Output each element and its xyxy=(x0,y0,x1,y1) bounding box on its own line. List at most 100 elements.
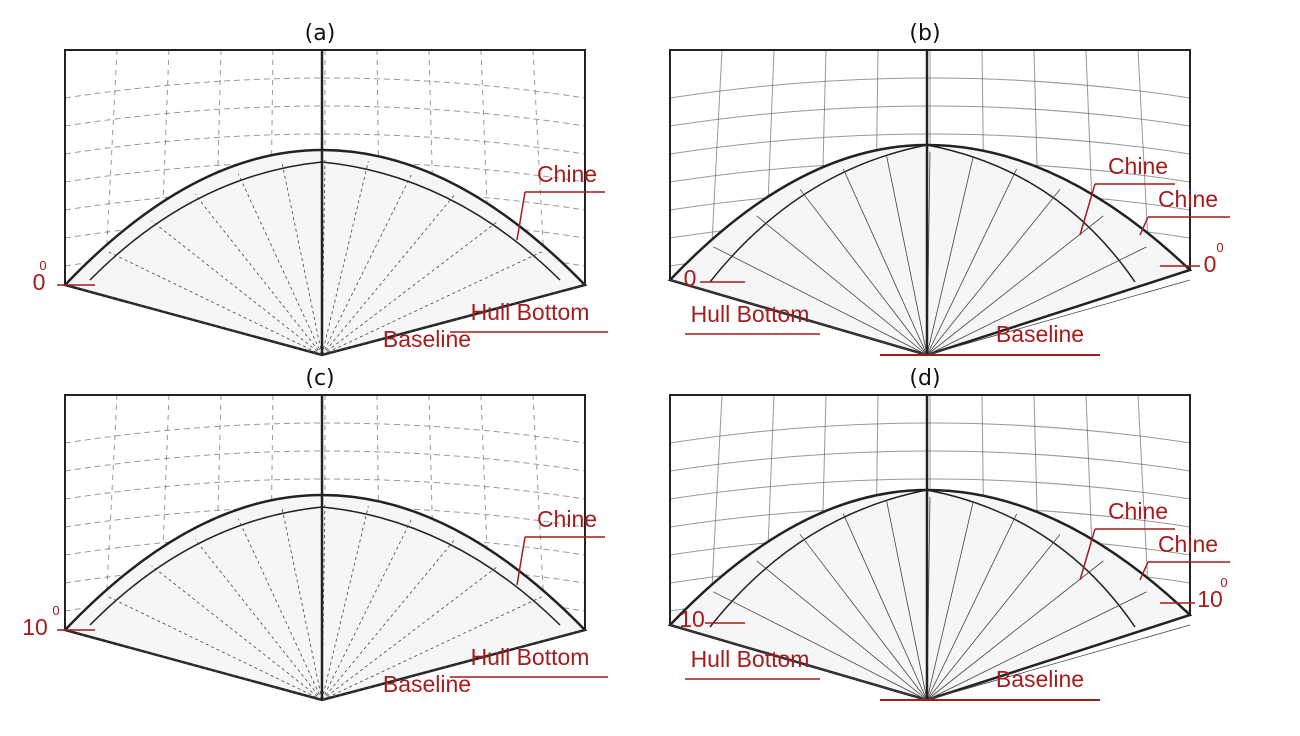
annotation-label: 10 xyxy=(22,614,48,640)
annotation-label: Chine xyxy=(537,161,597,187)
radial-line xyxy=(321,194,456,356)
grid-vertical xyxy=(480,394,490,596)
radial-line xyxy=(321,220,499,356)
radial-line xyxy=(756,215,928,356)
grid-vertical xyxy=(480,49,490,251)
radial-line xyxy=(926,189,1061,356)
grid-vertical xyxy=(1137,394,1149,596)
annotation-label: Chine xyxy=(1158,531,1218,557)
leader-line xyxy=(1139,216,1149,236)
radial-line xyxy=(321,251,542,356)
grid-vertical xyxy=(269,49,274,251)
frame xyxy=(669,49,1191,280)
panel-caption: (a) xyxy=(305,21,336,46)
radial-line xyxy=(64,284,323,356)
frame xyxy=(64,394,586,630)
leader-line xyxy=(1079,528,1096,581)
annotation-label: Hull Bottom xyxy=(691,301,810,327)
radial-line xyxy=(886,156,928,356)
radial-line xyxy=(321,596,542,701)
grid-vertical xyxy=(106,49,118,251)
annotation-label: 0 xyxy=(1216,240,1223,255)
radial-line xyxy=(886,501,928,701)
grid-vertical xyxy=(215,49,222,251)
radial-line xyxy=(321,173,413,356)
radial-line xyxy=(321,539,456,701)
annotation-label: 0 xyxy=(1220,575,1227,590)
radial-line xyxy=(926,624,1191,701)
annotation-label: 0 xyxy=(684,265,697,291)
radial-line xyxy=(151,220,323,356)
grid-vertical xyxy=(160,394,170,596)
panel-caption: (c) xyxy=(305,366,334,391)
grid-vertical xyxy=(532,49,544,251)
grid-vertical xyxy=(532,394,544,596)
annotation-label: Chine xyxy=(1108,498,1168,524)
grid-curve xyxy=(64,450,586,472)
grid-curve xyxy=(64,77,586,99)
radial-line xyxy=(151,565,323,701)
annotation-label: Hull Bottom xyxy=(471,644,590,670)
radial-line xyxy=(194,194,323,356)
radial-line xyxy=(756,560,928,701)
annotation-label: 10 xyxy=(679,606,705,632)
radial-line xyxy=(713,246,928,356)
annotation-label: Chine xyxy=(1158,186,1218,212)
frame xyxy=(64,49,586,285)
annotation-label: 0 xyxy=(39,258,46,273)
grid-vertical xyxy=(1137,49,1149,251)
annotation-label: 10 xyxy=(1197,586,1223,612)
radial-line xyxy=(926,279,1191,356)
radial-line xyxy=(669,279,928,356)
leader-line xyxy=(516,536,526,586)
panel-caption: (b) xyxy=(909,21,940,46)
annotation-label: Hull Bottom xyxy=(471,299,590,325)
annotation-label: Baseline xyxy=(383,671,471,697)
grid-curve xyxy=(64,105,586,127)
panel-caption: (d) xyxy=(909,366,940,391)
grid-vertical xyxy=(215,394,222,596)
leader-line xyxy=(1139,561,1149,581)
grid-vertical xyxy=(106,394,118,596)
radial-line xyxy=(926,560,1104,701)
grid-vertical xyxy=(376,49,381,251)
radial-line xyxy=(842,168,928,356)
radial-line xyxy=(926,591,1147,701)
grid-vertical xyxy=(376,394,381,596)
radial-line xyxy=(926,534,1061,701)
annotation-label: 0 xyxy=(1204,251,1217,277)
grid-vertical xyxy=(711,394,723,596)
radial-line xyxy=(713,591,928,701)
leader-line xyxy=(516,191,526,241)
annotation-label: Baseline xyxy=(996,321,1084,347)
annotation-label: Hull Bottom xyxy=(691,646,810,672)
annotation-label: 0 xyxy=(52,603,59,618)
radial-line xyxy=(926,156,974,356)
radial-line xyxy=(799,534,928,701)
grid-vertical xyxy=(428,394,435,596)
radial-line xyxy=(926,246,1147,356)
grid-vertical xyxy=(428,49,435,251)
radial-line xyxy=(669,624,928,701)
annotation-label: Baseline xyxy=(996,666,1084,692)
radial-line xyxy=(194,539,323,701)
annotation-label: Chine xyxy=(537,506,597,532)
radial-line xyxy=(926,215,1104,356)
grid-vertical xyxy=(160,49,170,251)
radial-line xyxy=(926,168,1018,356)
annotation-label: Chine xyxy=(1108,153,1168,179)
grid-vertical xyxy=(269,394,274,596)
annotation-label: Baseline xyxy=(383,326,471,352)
radial-line xyxy=(926,501,974,701)
radial-line xyxy=(799,189,928,356)
leader-line xyxy=(1079,183,1096,236)
annotation-label: 0 xyxy=(33,269,46,295)
radial-line xyxy=(926,513,1018,701)
frame xyxy=(669,394,1191,625)
radial-line xyxy=(64,629,323,701)
